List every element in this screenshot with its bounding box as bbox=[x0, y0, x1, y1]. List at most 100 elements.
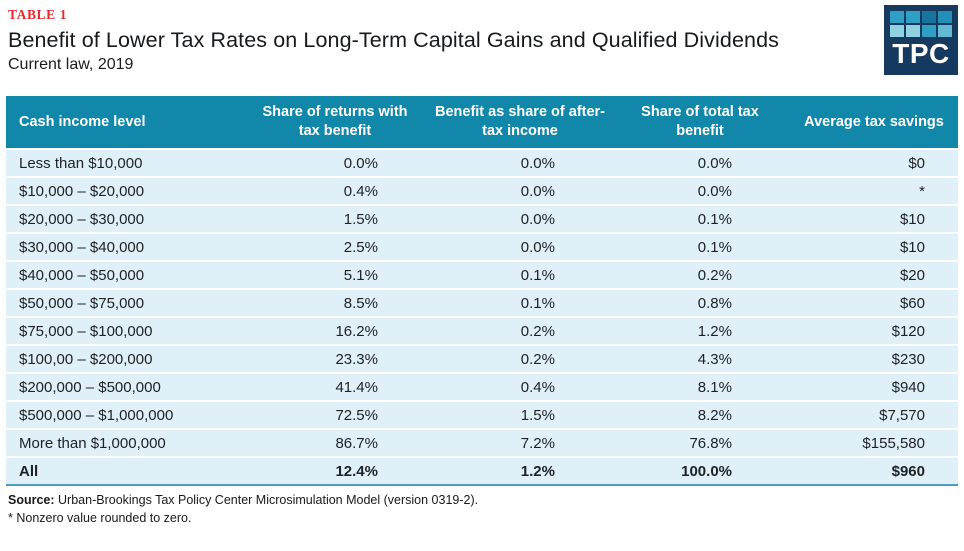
logo-tile bbox=[890, 11, 904, 23]
logo-tile bbox=[906, 11, 920, 23]
value-cell: 8.1% bbox=[610, 372, 790, 400]
value-cell: 72.5% bbox=[240, 400, 430, 428]
value-cell: 0.2% bbox=[430, 344, 610, 372]
row-label-cell: $30,000 – $40,000 bbox=[6, 232, 240, 260]
value-cell: 2.5% bbox=[240, 232, 430, 260]
value-cell: $940 bbox=[790, 372, 958, 400]
value-cell: 5.1% bbox=[240, 260, 430, 288]
table-total-row: All 12.4% 1.2% 100.0% $960 bbox=[6, 456, 958, 484]
value-cell: $20 bbox=[790, 260, 958, 288]
logo-tile bbox=[890, 25, 904, 37]
benefit-table: Cash income level Share of returns with … bbox=[6, 96, 958, 486]
value-cell: 1.5% bbox=[240, 204, 430, 232]
value-cell: 100.0% bbox=[610, 456, 790, 484]
value-cell: 0.0% bbox=[430, 232, 610, 260]
col-header-benefit-share-after-tax-income: Benefit as share of after- tax income bbox=[430, 96, 610, 148]
col-header-share-returns-with-benefit: Share of returns with tax benefit bbox=[240, 96, 430, 148]
logo-tile bbox=[922, 25, 936, 37]
source-label: Source: bbox=[8, 493, 55, 507]
value-cell: 0.0% bbox=[430, 204, 610, 232]
table-row: $40,000 – $50,000 5.1% 0.1% 0.2% $20 bbox=[6, 260, 958, 288]
value-cell: 0.1% bbox=[610, 232, 790, 260]
value-cell: $120 bbox=[790, 316, 958, 344]
value-cell: 0.0% bbox=[240, 148, 430, 176]
value-cell: 4.3% bbox=[610, 344, 790, 372]
logo-text: TPC bbox=[892, 38, 950, 69]
value-cell: 23.3% bbox=[240, 344, 430, 372]
table-body: Less than $10,000 0.0% 0.0% 0.0% $0 $10,… bbox=[6, 148, 958, 484]
table-row: $500,000 – $1,000,000 72.5% 1.5% 8.2% $7… bbox=[6, 400, 958, 428]
table-row: $200,000 – $500,000 41.4% 0.4% 8.1% $940 bbox=[6, 372, 958, 400]
logo-tile bbox=[938, 11, 952, 23]
title-block: TABLE 1 Benefit of Lower Tax Rates on Lo… bbox=[0, 0, 964, 96]
asterisk-note: * Nonzero value rounded to zero. bbox=[8, 511, 192, 525]
table-header: Cash income level Share of returns with … bbox=[6, 96, 958, 148]
table-row: More than $1,000,000 86.7% 7.2% 76.8% $1… bbox=[6, 428, 958, 456]
page-subtitle: Current law, 2019 bbox=[8, 56, 134, 73]
value-cell: 0.0% bbox=[610, 176, 790, 204]
table-row: $50,000 – $75,000 8.5% 0.1% 0.8% $60 bbox=[6, 288, 958, 316]
value-cell: 76.8% bbox=[610, 428, 790, 456]
value-cell: 7.2% bbox=[430, 428, 610, 456]
value-cell: $10 bbox=[790, 204, 958, 232]
table-row: $30,000 – $40,000 2.5% 0.0% 0.1% $10 bbox=[6, 232, 958, 260]
col-header-average-tax-savings: Average tax savings bbox=[790, 96, 958, 148]
value-cell: $10 bbox=[790, 232, 958, 260]
value-cell: 1.2% bbox=[610, 316, 790, 344]
value-cell: 12.4% bbox=[240, 456, 430, 484]
value-cell: 86.7% bbox=[240, 428, 430, 456]
col-header-cash-income-level: Cash income level bbox=[6, 96, 240, 148]
table-row: $100,00 – $200,000 23.3% 0.2% 4.3% $230 bbox=[6, 344, 958, 372]
value-cell: 0.0% bbox=[610, 148, 790, 176]
value-cell: 0.1% bbox=[430, 260, 610, 288]
source-line: Source: Urban-Brookings Tax Policy Cente… bbox=[8, 493, 964, 507]
value-cell: $960 bbox=[790, 456, 958, 484]
value-cell: 0.4% bbox=[240, 176, 430, 204]
row-label-cell: All bbox=[6, 456, 240, 484]
logo-tile bbox=[922, 11, 936, 23]
logo-tile bbox=[906, 25, 920, 37]
col-header-share-total-tax-benefit: Share of total tax benefit bbox=[610, 96, 790, 148]
footnotes: Source: Urban-Brookings Tax Policy Cente… bbox=[8, 493, 964, 525]
row-label-cell: $50,000 – $75,000 bbox=[6, 288, 240, 316]
value-cell: 0.0% bbox=[430, 176, 610, 204]
value-cell: 8.5% bbox=[240, 288, 430, 316]
header-row: Cash income level Share of returns with … bbox=[6, 96, 958, 148]
row-label-cell: $200,000 – $500,000 bbox=[6, 372, 240, 400]
value-cell: 0.1% bbox=[610, 204, 790, 232]
value-cell: $60 bbox=[790, 288, 958, 316]
value-cell: 1.5% bbox=[430, 400, 610, 428]
value-cell: 0.0% bbox=[430, 148, 610, 176]
table-row: Less than $10,000 0.0% 0.0% 0.0% $0 bbox=[6, 148, 958, 176]
logo-grid-icon bbox=[890, 11, 952, 37]
table-row: $10,000 – $20,000 0.4% 0.0% 0.0% * bbox=[6, 176, 958, 204]
value-cell: 1.2% bbox=[430, 456, 610, 484]
table-row: $20,000 – $30,000 1.5% 0.0% 0.1% $10 bbox=[6, 204, 958, 232]
value-cell: 0.4% bbox=[430, 372, 610, 400]
value-cell: $0 bbox=[790, 148, 958, 176]
row-label-cell: $40,000 – $50,000 bbox=[6, 260, 240, 288]
row-label-cell: $10,000 – $20,000 bbox=[6, 176, 240, 204]
value-cell: 16.2% bbox=[240, 316, 430, 344]
value-cell: 0.1% bbox=[430, 288, 610, 316]
page-title: Benefit of Lower Tax Rates on Long-Term … bbox=[8, 28, 779, 52]
row-label-cell: More than $1,000,000 bbox=[6, 428, 240, 456]
value-cell: 8.2% bbox=[610, 400, 790, 428]
source-text: Urban-Brookings Tax Policy Center Micros… bbox=[58, 493, 479, 507]
value-cell: 0.2% bbox=[430, 316, 610, 344]
row-label-cell: Less than $10,000 bbox=[6, 148, 240, 176]
row-label-cell: $100,00 – $200,000 bbox=[6, 344, 240, 372]
value-cell: $7,570 bbox=[790, 400, 958, 428]
value-cell: * bbox=[790, 176, 958, 204]
table-row: $75,000 – $100,000 16.2% 0.2% 1.2% $120 bbox=[6, 316, 958, 344]
value-cell: 41.4% bbox=[240, 372, 430, 400]
logo-tile bbox=[938, 25, 952, 37]
value-cell: 0.8% bbox=[610, 288, 790, 316]
value-cell: $155,580 bbox=[790, 428, 958, 456]
row-label-cell: $75,000 – $100,000 bbox=[6, 316, 240, 344]
row-label-cell: $500,000 – $1,000,000 bbox=[6, 400, 240, 428]
value-cell: 0.2% bbox=[610, 260, 790, 288]
table-number-label: TABLE 1 bbox=[8, 7, 68, 22]
row-label-cell: $20,000 – $30,000 bbox=[6, 204, 240, 232]
